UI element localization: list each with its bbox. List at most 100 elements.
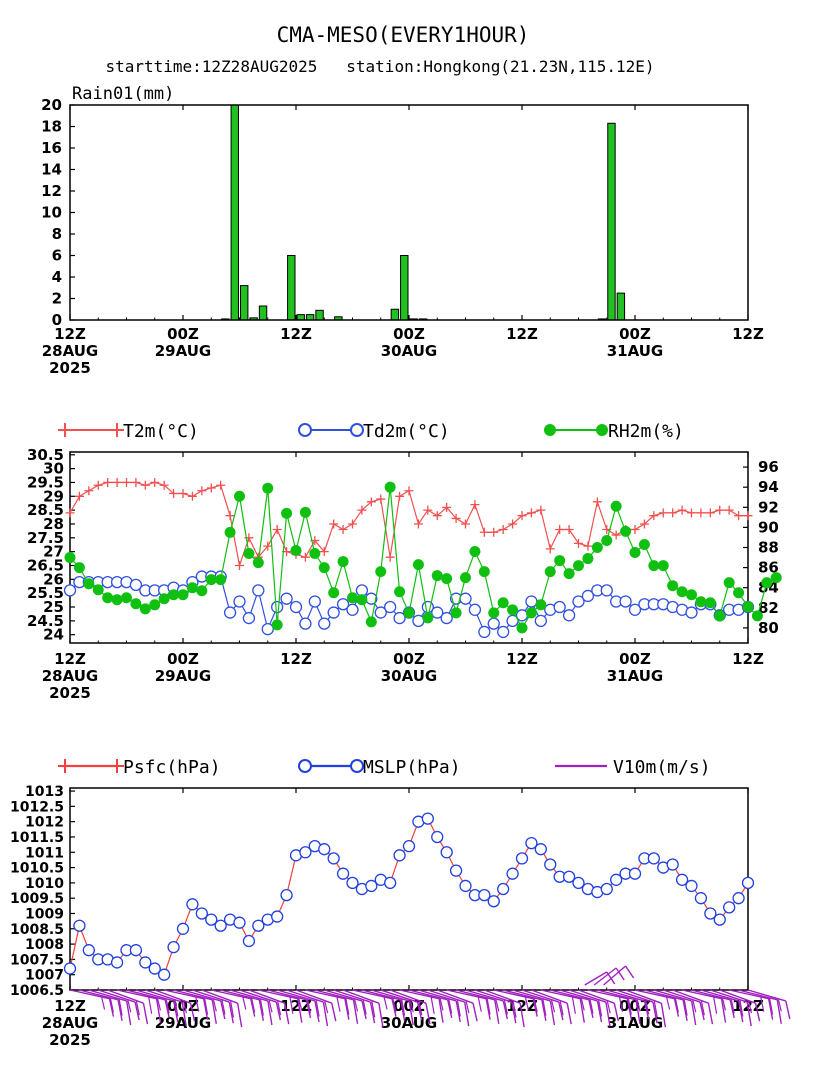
- wind-barb-flag: [700, 1000, 705, 1016]
- wind-barb-flag: [589, 998, 594, 1014]
- wind-barb-flag: [699, 1001, 705, 1021]
- wind-barb-shaft: [663, 989, 701, 1003]
- rh2m-point: [497, 597, 509, 609]
- mslp-point: [666, 858, 679, 871]
- pres-y-tick-label: 1011.5: [10, 830, 64, 846]
- rh2m-point: [601, 534, 613, 546]
- mslp-point: [487, 895, 500, 908]
- rh2m-point: [676, 586, 688, 598]
- wind-barb-flag: [305, 999, 312, 1018]
- temp-tick-label: 00Z: [393, 650, 425, 668]
- wind-barb-shaft: [286, 989, 324, 1003]
- wind-barb-flag: [541, 999, 547, 1021]
- wind-barb-flag: [606, 1000, 611, 1014]
- rain-bar: [616, 292, 626, 321]
- rh2m-point: [478, 566, 490, 578]
- mslp-point: [600, 882, 613, 896]
- rh-y-tick-label: 82: [758, 599, 779, 617]
- wind-barb-shaft: [371, 989, 410, 1002]
- td2m-point: [628, 603, 642, 616]
- wind-barb-flag: [746, 1001, 752, 1027]
- legend-marker: [110, 423, 124, 437]
- wind-barb-flag: [512, 1000, 517, 1018]
- legend-marker: [58, 759, 72, 773]
- temp-year-label: 2025: [49, 684, 91, 702]
- td2m-point: [374, 606, 387, 619]
- rain-y-tick-label: 6: [52, 247, 62, 265]
- wind-barb-flag: [785, 1000, 791, 1020]
- wind-barb-flag: [713, 996, 718, 1014]
- wind-barb-shaft: [512, 989, 551, 1002]
- wind-barb-flag: [362, 999, 367, 1015]
- rh2m-point: [121, 592, 132, 604]
- wind-barb-shaft: [729, 989, 769, 1000]
- wind-barb-flag: [618, 996, 624, 1012]
- rh2m-point: [431, 570, 443, 582]
- chart-subtitle: starttime:12Z28AUG2025 station:Hongkong(…: [105, 57, 654, 76]
- t2m-point: [235, 560, 244, 570]
- rain-y-tick-label: 16: [41, 139, 62, 157]
- rain-date-label: 28AUG: [42, 342, 99, 360]
- wind-barb-flag: [674, 997, 679, 1013]
- wind-barb-flag: [425, 1003, 431, 1025]
- wind-barb-shaft: [342, 989, 380, 1004]
- wind-barb-flag: [251, 997, 256, 1013]
- wind-barb-shaft: [220, 989, 260, 1001]
- wind-barb-flag: [383, 996, 388, 1010]
- rh2m-point: [243, 548, 255, 560]
- wind-barb-shaft: [681, 989, 722, 1000]
- rh2m-point: [535, 599, 547, 611]
- wind-barb-flag: [268, 999, 273, 1013]
- wind-barb-flag: [645, 999, 650, 1015]
- wind-barb-shaft: [606, 989, 645, 1002]
- t2m-point: [131, 477, 141, 487]
- pres-tick-label: 12Z: [280, 997, 312, 1015]
- wind-barb-flag: [173, 1000, 179, 1023]
- wind-barb-flag: [448, 998, 453, 1014]
- wind-barb-shaft: [333, 989, 371, 1003]
- rh2m-point: [111, 594, 123, 606]
- wind-barb-shaft: [691, 989, 731, 1001]
- rh2m-point: [139, 603, 151, 615]
- rh2m-point: [356, 594, 368, 606]
- rain-bar: [400, 255, 409, 321]
- wind-barb-shaft: [352, 989, 393, 1000]
- t2m-point: [743, 511, 753, 521]
- rh2m-point: [667, 580, 679, 592]
- rh2m-point: [554, 555, 566, 567]
- wind-barb-flag: [720, 998, 727, 1023]
- mslp-point: [365, 879, 378, 893]
- td2m-point: [431, 606, 444, 619]
- pres-y-tick-label: 1011: [25, 845, 64, 861]
- td2m-point: [459, 592, 472, 605]
- legend-label-rh2m: RH2m(%): [608, 421, 684, 442]
- wind-barb-flag: [134, 1001, 140, 1021]
- temp-y-tick-label: 26.5: [27, 556, 64, 574]
- wind-barb-flag: [242, 996, 247, 1010]
- rh2m-point: [337, 556, 349, 568]
- wind-barb-flag: [580, 997, 585, 1011]
- t2m-point: [150, 477, 160, 487]
- wind-barb-flag: [447, 999, 453, 1018]
- td2m-point: [233, 595, 246, 608]
- rh2m-point: [64, 552, 76, 564]
- rh2m-point: [234, 490, 245, 502]
- wind-barb-shaft: [531, 989, 568, 1004]
- legend-marker: [58, 423, 72, 437]
- mslp-point: [459, 879, 472, 893]
- wind-barb-flag: [391, 998, 397, 1017]
- rain-bar: [296, 314, 305, 321]
- wind-barb-shaft: [361, 989, 401, 1001]
- t2m-point: [93, 480, 103, 490]
- rh2m-point: [742, 601, 754, 613]
- wind-barb-flag: [392, 997, 397, 1013]
- t2m-point: [696, 508, 706, 518]
- wind-barb-flag: [181, 1001, 187, 1027]
- mslp-point: [336, 867, 350, 880]
- wind-barb-flag: [324, 1000, 329, 1014]
- temp-y-tick-label: 24: [43, 626, 64, 644]
- rh2m-point: [582, 553, 594, 565]
- rh-y-tick-label: 92: [758, 498, 779, 516]
- wind-barb-shaft: [521, 989, 560, 1003]
